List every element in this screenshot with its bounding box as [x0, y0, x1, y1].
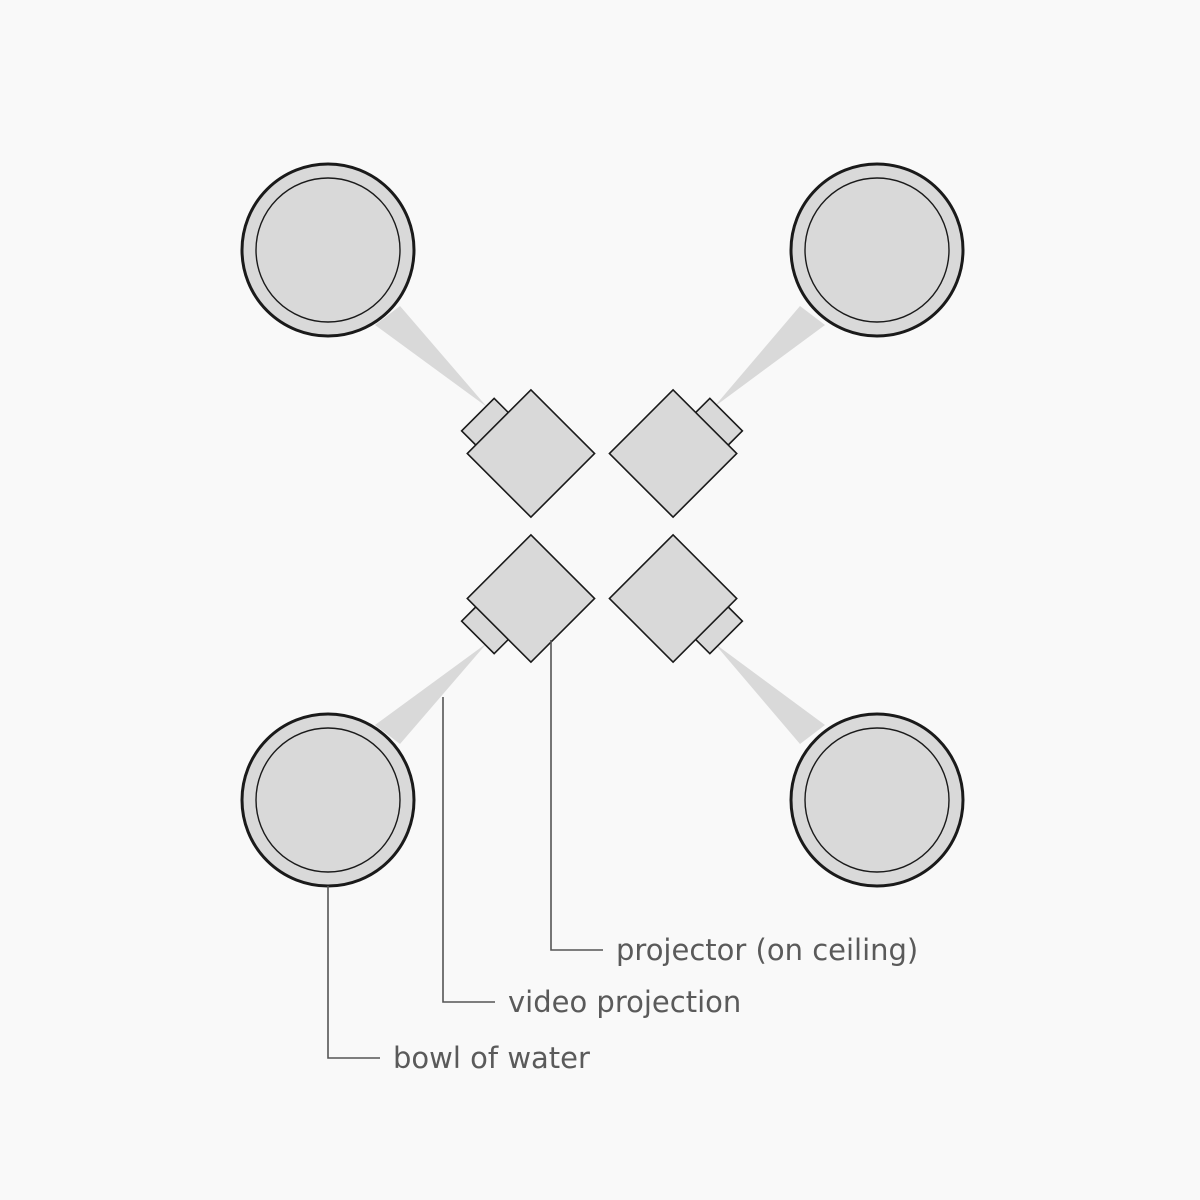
- bowl-bottom-right: [789, 712, 965, 888]
- projector-top-left: [460, 388, 596, 519]
- projection-beam-bottom-left: [375, 643, 487, 744]
- projector-body: [466, 533, 596, 664]
- projector-label: projector (on ceiling): [616, 933, 919, 967]
- projection-leader-line: [442, 697, 495, 1003]
- bowl-top-left: [240, 162, 416, 338]
- projection-beam-bottom-right: [714, 643, 825, 744]
- video-projection-label: video projection: [508, 985, 742, 1019]
- projector-bottom-right: [608, 533, 744, 664]
- video-projection-beams: [375, 306, 825, 744]
- projector-body: [608, 533, 738, 664]
- bowls-of-water: [240, 162, 965, 888]
- projectors: [460, 388, 744, 664]
- projector-top-right: [608, 388, 744, 519]
- bowl-bottom-left: [240, 712, 416, 888]
- leader-lines: [327, 640, 603, 1059]
- projection-beam-top-left: [375, 306, 487, 407]
- projector-body: [466, 388, 596, 519]
- projection-beam-top-right: [714, 306, 825, 407]
- projector-leader-line: [550, 640, 603, 951]
- projector-body: [608, 388, 738, 519]
- bowl-of-water-label: bowl of water: [393, 1041, 590, 1075]
- projector-bottom-left: [460, 533, 596, 664]
- bowl-top-right: [789, 162, 965, 338]
- bowl-leader-line: [327, 886, 380, 1059]
